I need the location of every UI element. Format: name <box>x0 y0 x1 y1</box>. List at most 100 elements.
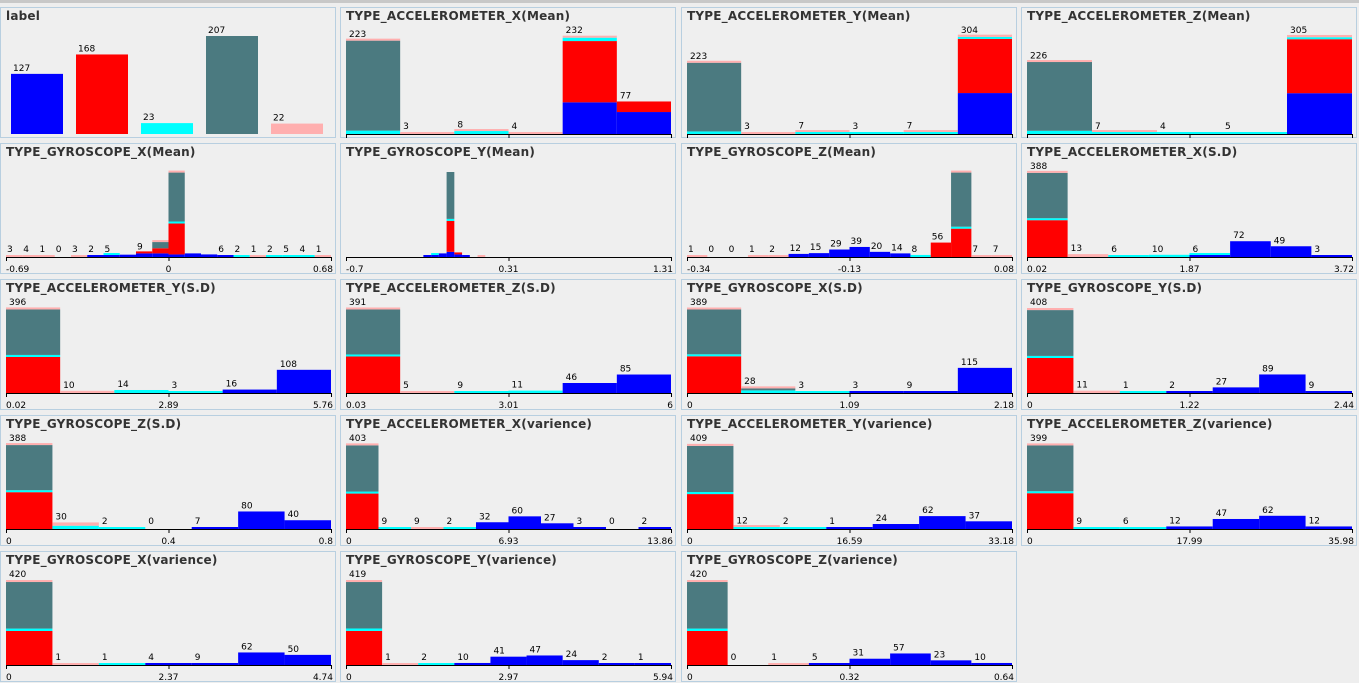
panel-title: TYPE_ACCELEROMETER_Z(Mean) <box>1027 9 1251 23</box>
bar-pink <box>6 443 53 446</box>
bar-pink <box>6 255 23 257</box>
histogram-panel[interactable]: TYPE_GYROSCOPE_Z(S.D) 388 30 2 0 7 80 40 0 0.4 0.8 <box>0 415 336 547</box>
bar-blue <box>1212 387 1260 393</box>
bar-blue <box>903 391 958 393</box>
panel-title: TYPE_ACCELEROMETER_X(Mean) <box>346 9 571 23</box>
bar-count-label: 3 <box>577 517 583 527</box>
x-tick-label: 2.18 <box>994 401 1014 411</box>
bar-count-label: 11 <box>512 381 523 391</box>
histogram-panel[interactable]: TYPE_ACCELEROMETER_Z(S.D) 391 5 9 11 46 85 0.03… <box>340 279 676 411</box>
bar-pink <box>22 255 39 257</box>
bar-pink <box>687 443 734 446</box>
panel-title: TYPE_GYROSCOPE_X(S.D) <box>687 281 863 295</box>
bar-red <box>136 251 153 254</box>
histogram-plot: 22337373043.276.6510.03 <box>687 26 1013 138</box>
bar-blue <box>562 383 617 393</box>
bar-count-label: 40 <box>288 510 300 520</box>
histogram-panel[interactable]: TYPE_GYROSCOPE_Z(Mean) 1 0 0 1 2 12 15 29 39 20 14 8… <box>681 143 1017 275</box>
bar-blue <box>788 253 809 257</box>
bar-blue <box>454 662 491 665</box>
bar-count-label: 4 <box>23 245 29 255</box>
x-tick-label: 0 <box>166 265 172 275</box>
bar-teal <box>741 388 796 391</box>
bar-cyan <box>6 628 53 631</box>
bar-count-label: 4 <box>512 122 518 132</box>
bar-cyan <box>168 391 223 393</box>
bar-blue <box>965 521 1012 529</box>
histogram-plot: 403 9 9 2 32 60 27 3 0 2 0 6.93 13.86 <box>346 434 673 547</box>
bar-teal <box>6 445 53 491</box>
bar-count-label: 408 <box>1030 298 1047 308</box>
histogram-panel[interactable]: TYPE_ACCELEROMETER_X(Mean)22338423277-1.… <box>340 7 676 138</box>
bar-red <box>76 54 128 134</box>
bar-cyan <box>562 37 617 42</box>
bar-pink <box>152 240 169 243</box>
bar-blue <box>562 660 599 665</box>
bar-cyan <box>6 490 53 493</box>
bar-cyan <box>1027 491 1074 494</box>
histogram-plot: 389 28 3 3 9 115 0 1.09 2.18 <box>687 298 1014 411</box>
bar-pink <box>1073 390 1120 393</box>
bar-cyan <box>282 255 299 257</box>
bar-cyan <box>233 255 250 257</box>
histogram-panel[interactable]: TYPE_GYROSCOPE_Y(varience) 419 1 2 10 41 47 24 2… <box>340 551 676 683</box>
x-tick-label: 1.31 <box>653 265 673 275</box>
bar-count-label: 1 <box>40 245 46 255</box>
histogram-panel[interactable]: label 127 168 23 207 22 <box>0 7 336 138</box>
x-tick-label: 1.87 <box>1179 265 1199 275</box>
histogram-plot: 420 0 1 5 31 57 23 10 0 0.32 0.64 <box>687 570 1014 683</box>
histogram-panel[interactable]: TYPE_ACCELEROMETER_Y(Mean)22337373043.27… <box>681 7 1017 138</box>
bar-red <box>1027 493 1074 529</box>
histogram-panel[interactable]: TYPE_GYROSCOPE_X(Mean) 3 4 1 0 3 2 5 9 6 2 1 2 5 4 1 -0.… <box>0 143 336 275</box>
bar-pink <box>346 38 401 41</box>
histogram-panel[interactable]: TYPE_GYROSCOPE_X(varience) 420 1 1 4 9 62 50 0 2.… <box>0 551 336 683</box>
histogram-panel[interactable]: TYPE_ACCELEROMETER_X(S.D) 388 13 6 10 6 72 49 3 0… <box>1021 143 1357 275</box>
x-tick-label: 0 <box>687 537 693 547</box>
x-tick-label: 0.4 <box>161 537 176 547</box>
bar-count-label: 14 <box>117 380 129 390</box>
bar-pink <box>768 255 789 257</box>
bar-cyan <box>903 132 958 134</box>
bar-count-label: 12 <box>1169 516 1180 526</box>
histogram-panel[interactable]: TYPE_ACCELEROMETER_Z(Mean)226745305-9.51… <box>1021 7 1357 138</box>
bar-teal <box>168 172 185 222</box>
bar-teal <box>6 309 61 355</box>
bar-count-label: 41 <box>493 647 504 657</box>
bar-count-label: 2 <box>769 245 775 255</box>
bar-count-label: 23 <box>934 650 945 660</box>
panel-title: TYPE_GYROSCOPE_X(varience) <box>6 553 218 567</box>
bar-pink <box>400 132 455 134</box>
histogram-plot: 399 9 6 12 47 62 12 0 17.99 35.98 <box>1027 434 1354 547</box>
bar-count-label: 31 <box>853 649 864 659</box>
bar-count-label: 3 <box>172 381 178 391</box>
histogram-panel[interactable]: TYPE_GYROSCOPE_Y(S.D) 408 11 1 2 27 89 9 0 1.22 2.… <box>1021 279 1357 411</box>
histogram-panel[interactable]: TYPE_ACCELEROMETER_Y(S.D) 396 10 14 3 16 108 0.… <box>0 279 336 411</box>
bar-pink <box>741 132 796 134</box>
bar-count-label: 10 <box>1152 245 1164 255</box>
bar-count-label: 24 <box>566 650 578 660</box>
bar-count-label: 77 <box>620 91 631 101</box>
histogram-panel[interactable]: TYPE_GYROSCOPE_Z(varience) 420 0 1 5 31 57 23 10… <box>681 551 1017 683</box>
bar-red <box>152 248 169 254</box>
histogram-panel[interactable]: TYPE_GYROSCOPE_Y(Mean) -0.7 0.31 1.31 <box>340 143 676 275</box>
bar-blue <box>808 663 850 665</box>
x-tick-label: 6.93 <box>498 537 518 547</box>
bar-pink <box>382 663 419 665</box>
bar-count-label: 168 <box>78 44 95 54</box>
bar-blue <box>526 655 563 665</box>
histogram-panel[interactable]: TYPE_ACCELEROMETER_Z(varience) 399 9 6 12 47 6… <box>1021 415 1357 547</box>
bar-pink <box>1027 60 1092 63</box>
histogram-panel[interactable]: TYPE_ACCELEROMETER_X(varience) 403 9 9 2 32 60… <box>340 415 676 547</box>
bar-cyan <box>1027 355 1074 358</box>
panel-title: TYPE_ACCELEROMETER_X(varience) <box>346 417 593 431</box>
x-tick-label: -0.34 <box>687 265 711 275</box>
x-tick-label: 0.8 <box>319 537 334 547</box>
bar-blue <box>616 374 671 393</box>
histogram-panel[interactable]: TYPE_ACCELEROMETER_Y(varience) 409 12 2 1 24 6… <box>681 415 1017 547</box>
bar-count-label: 10 <box>457 653 469 663</box>
bar-pink <box>1092 130 1157 132</box>
bar-count-label: 12 <box>790 244 801 254</box>
bar-cyan <box>1092 132 1157 134</box>
bar-red <box>957 38 1012 94</box>
histogram-panel[interactable]: TYPE_GYROSCOPE_X(S.D) 389 28 3 3 9 115 0 1.09 2.1… <box>681 279 1017 411</box>
